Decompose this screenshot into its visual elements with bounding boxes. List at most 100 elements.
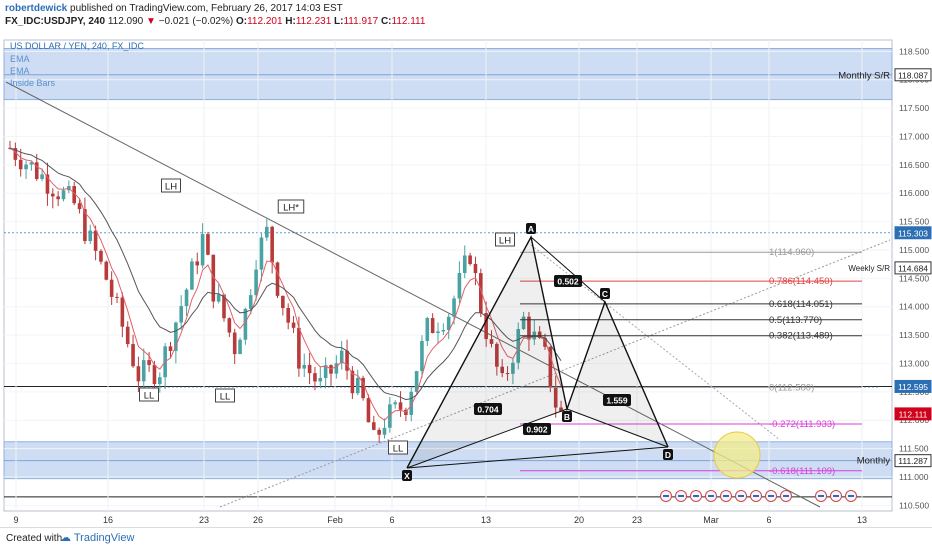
candle-body xyxy=(329,365,333,374)
candle-body xyxy=(125,326,130,345)
candle-body xyxy=(479,273,483,314)
candle-body xyxy=(40,174,44,179)
price-label: 114.684 xyxy=(898,263,928,273)
structure-label-box xyxy=(161,178,181,193)
candle-body xyxy=(345,350,349,371)
ratio-badge xyxy=(474,403,502,415)
point-badge xyxy=(562,411,572,422)
x-tick-label: Mar xyxy=(703,515,719,525)
close-value: 112.111 xyxy=(391,16,426,27)
fib-level-label: 1(114.960) xyxy=(769,247,814,258)
point-badge xyxy=(600,288,610,299)
candle-body xyxy=(83,209,87,242)
structure-label: LH xyxy=(499,236,511,247)
y-tick-label: 111.500 xyxy=(899,444,929,454)
close-label: C: xyxy=(380,16,392,27)
point-label-b: B xyxy=(564,412,570,422)
x-tick-label: 13 xyxy=(857,515,867,525)
candle-body xyxy=(115,296,119,298)
point-badge xyxy=(526,223,536,234)
fib-level-label: 0.618(114.051) xyxy=(769,299,833,310)
candle-body xyxy=(275,262,280,296)
legend-item: Inside Bars xyxy=(10,78,56,88)
structure-label-box xyxy=(277,199,305,214)
x-tick-label: 6 xyxy=(766,515,771,525)
candle-body xyxy=(543,337,547,347)
candle-body xyxy=(179,306,183,323)
candle-body xyxy=(468,255,472,264)
candle-body xyxy=(339,350,344,364)
created-with-label: Created with xyxy=(6,533,63,544)
candle-body xyxy=(281,295,285,309)
pattern-fill-xab xyxy=(407,237,567,468)
plot-frame xyxy=(3,39,893,512)
x-tick-label: Feb xyxy=(327,515,343,525)
price-label: 118.087 xyxy=(898,70,928,80)
legend-item: EMA xyxy=(10,66,30,76)
candle-body xyxy=(270,226,274,263)
y-tick-label: 117.000 xyxy=(899,131,929,141)
target-circle xyxy=(713,431,761,479)
price-label: 115.303 xyxy=(898,228,928,238)
candle-body xyxy=(307,364,312,374)
x-tick-label: 23 xyxy=(199,515,209,525)
candle-body xyxy=(318,378,323,382)
point-label-d: D xyxy=(665,450,671,460)
ratio-badge xyxy=(523,423,551,435)
candle-body xyxy=(409,391,414,415)
ratio-label: 1.559 xyxy=(606,396,628,406)
y-tick-label: 111.000 xyxy=(899,472,929,482)
legend-item: EMA xyxy=(10,54,30,64)
fib-level-label: 0(112.580) xyxy=(769,382,814,393)
candle-body xyxy=(34,162,39,179)
axes-layer: 9162326Feb6132023Mar613118.500118.000117… xyxy=(13,46,932,525)
candle-body xyxy=(553,387,558,408)
candle-body xyxy=(120,297,125,327)
price-label-box xyxy=(894,379,932,393)
candle-body xyxy=(206,234,210,255)
candle-body xyxy=(29,162,34,165)
candle-body xyxy=(131,344,135,367)
point-label-a: A xyxy=(528,224,534,234)
structure-label: LH* xyxy=(283,203,299,214)
candle-body xyxy=(152,364,157,385)
candle-body xyxy=(382,427,387,435)
x-tick-label: 13 xyxy=(481,515,491,525)
fib-level-label: -0.272(111.933) xyxy=(769,419,835,430)
pattern-xd-line xyxy=(406,446,669,469)
candle-body xyxy=(436,331,440,334)
candle-body xyxy=(136,366,141,382)
point-badge xyxy=(663,449,673,460)
structure-label: LL xyxy=(393,444,404,455)
author-link[interactable]: robertdewick xyxy=(5,3,68,14)
candle-body xyxy=(61,190,66,200)
candle-body xyxy=(51,193,55,197)
fib-level-label: 0.5(113.770) xyxy=(769,315,822,326)
candle-body xyxy=(414,371,419,392)
candle-body xyxy=(323,365,328,379)
candle-body xyxy=(227,318,232,333)
candle-body xyxy=(521,316,526,330)
candle-body xyxy=(511,362,515,374)
low-value: 111.917 xyxy=(343,16,379,27)
candle-body xyxy=(254,269,258,296)
structure-label-box xyxy=(139,387,159,402)
tradingview-logo[interactable]: ☁ TradingView xyxy=(60,531,134,544)
candle-body xyxy=(104,261,109,280)
pattern-xb-line xyxy=(406,408,568,469)
candles-layer xyxy=(8,140,563,443)
price-chart[interactable]: X A B C D 0.502 0.704 1.559 0.902 1(114.960) 0.78… xyxy=(0,30,932,527)
price-label: 111.287 xyxy=(898,456,928,466)
candle-body xyxy=(425,318,430,341)
candle-body xyxy=(286,308,290,323)
chart-header: robertdewick published on TradingView.co… xyxy=(0,0,932,30)
ratio-badge xyxy=(603,394,631,406)
pattern-bd-line xyxy=(566,408,669,448)
structure-label-box xyxy=(495,232,515,247)
y-tick-label: 116.000 xyxy=(899,188,929,198)
symbol-label: FX_IDC:USDJPY, 240 xyxy=(5,16,106,27)
candle-body xyxy=(99,250,103,262)
fib-level-label: 0.382(113.489) xyxy=(769,331,833,342)
ratio-label: 0.704 xyxy=(477,405,499,415)
candle-body xyxy=(377,429,381,435)
